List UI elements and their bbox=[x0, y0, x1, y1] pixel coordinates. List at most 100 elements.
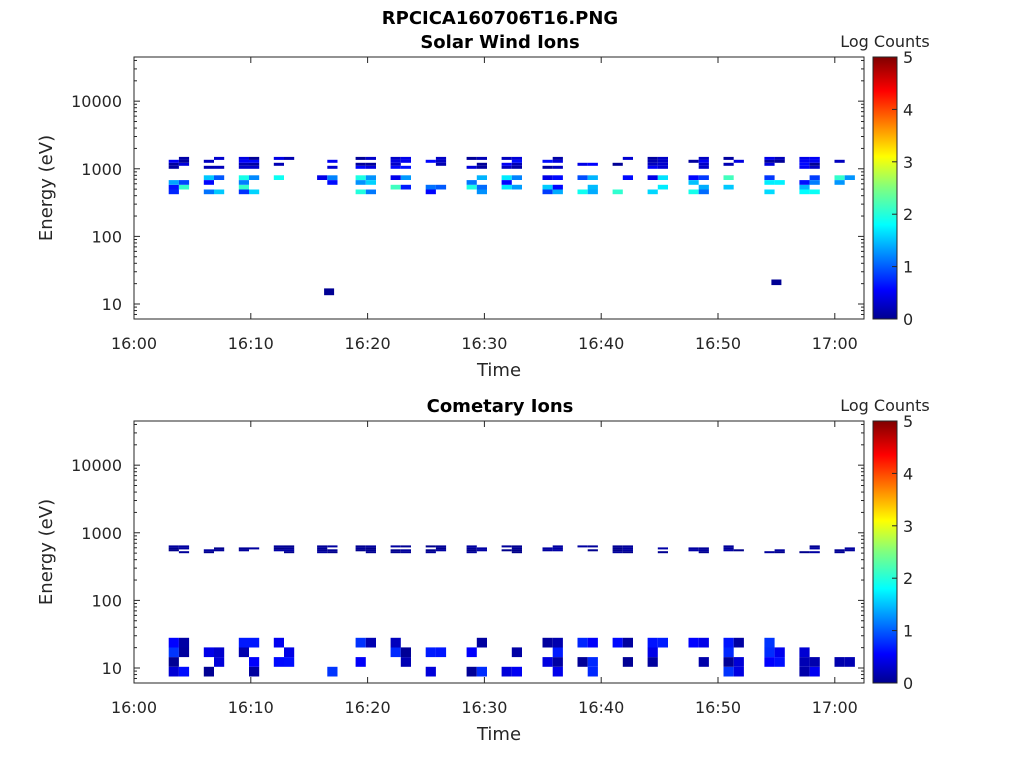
spectrogram-cell bbox=[733, 159, 744, 163]
spectrogram-cell bbox=[249, 666, 260, 677]
spectrogram-cell bbox=[552, 549, 563, 552]
spectrogram-cell bbox=[284, 545, 295, 548]
spectrogram-cell bbox=[203, 189, 214, 195]
spectrogram-cell bbox=[273, 156, 284, 160]
spectrogram-cell bbox=[511, 551, 522, 554]
spectrogram-cell bbox=[476, 666, 487, 677]
spectrogram-cell bbox=[203, 159, 214, 163]
spectrogram-cell bbox=[809, 657, 820, 667]
panel-title: Solar Wind Ions bbox=[420, 32, 579, 53]
spectrogram-cell bbox=[809, 162, 820, 166]
colorbar bbox=[872, 56, 898, 320]
spectrogram-cell bbox=[466, 547, 477, 550]
x-tick-label: 16:20 bbox=[345, 334, 391, 353]
spectrogram-cell bbox=[327, 551, 338, 554]
spectrogram-cell bbox=[764, 180, 775, 185]
colorbar-ticks: 0 1 2 3 4 5 bbox=[892, 412, 913, 693]
spectrogram-cell bbox=[552, 637, 563, 648]
spectrogram-cell bbox=[647, 647, 658, 658]
spectrogram-cell bbox=[657, 551, 668, 554]
spectrogram-cell bbox=[168, 666, 179, 677]
spectrogram-cell bbox=[657, 165, 668, 169]
colorbar bbox=[872, 420, 898, 684]
spectrogram-cell bbox=[425, 666, 436, 677]
spectrogram-cell bbox=[764, 156, 775, 160]
spectrogram-cell bbox=[774, 156, 785, 160]
spectrogram-cell bbox=[476, 189, 487, 195]
spectrogram-cell bbox=[178, 156, 190, 160]
spectrogram-cell bbox=[698, 156, 709, 160]
spectrogram-cell bbox=[476, 165, 487, 169]
spectrogram-cell bbox=[723, 666, 734, 677]
spectrogram-cell bbox=[238, 162, 249, 166]
spectrogram-cell bbox=[425, 545, 436, 548]
colorbar-tick-label: 3 bbox=[903, 517, 913, 536]
spectrogram-cell bbox=[214, 657, 225, 667]
spectrogram-cell bbox=[511, 162, 522, 166]
spectrogram-cell bbox=[834, 657, 845, 667]
spectrogram-cell bbox=[476, 175, 487, 180]
spectrogram-cell bbox=[501, 545, 512, 548]
spectrogram-cell bbox=[284, 551, 295, 554]
spectrogram-cell bbox=[476, 162, 487, 166]
spectrogram-cell bbox=[733, 637, 744, 648]
spectrogram-cell bbox=[809, 159, 820, 163]
spectrogram-cell bbox=[466, 184, 477, 190]
spectrogram-cell bbox=[365, 165, 376, 169]
spectrogram-cell bbox=[809, 189, 820, 195]
spectrogram-cell bbox=[501, 666, 512, 677]
spectrogram-cell bbox=[284, 647, 295, 658]
spectrogram-cell bbox=[425, 551, 436, 554]
y-tick-label: 10000 bbox=[71, 92, 122, 111]
spectrogram-cell bbox=[476, 184, 487, 190]
spectrogram-cell bbox=[688, 180, 699, 185]
spectrogram-cell bbox=[774, 159, 785, 163]
spectrogram-cell bbox=[622, 175, 633, 180]
spectrogram-cell bbox=[214, 175, 225, 180]
spectrogram-cell bbox=[355, 156, 366, 160]
spectrogram-cell bbox=[698, 551, 709, 554]
spectrogram-cell bbox=[577, 175, 588, 180]
spectrogram-cell bbox=[809, 666, 820, 677]
y-tick-label: 10000 bbox=[71, 456, 122, 475]
x-tick-label: 16:30 bbox=[461, 698, 507, 717]
spectrogram-cell bbox=[273, 175, 284, 180]
spectrogram-cell bbox=[577, 189, 588, 195]
spectrogram-cell bbox=[476, 637, 487, 648]
spectrogram-cell bbox=[834, 549, 845, 552]
spectrogram-cell bbox=[203, 549, 214, 552]
spectrogram-cell bbox=[698, 165, 709, 169]
spectrogram-cell bbox=[612, 189, 623, 195]
spectrogram-cell bbox=[168, 647, 179, 658]
spectrogram-cell bbox=[249, 657, 260, 667]
spectrogram-cell bbox=[723, 175, 734, 180]
spectrogram-cell bbox=[327, 545, 338, 548]
panel-solar-wind: Solar Wind Ions 16:00 16:10 16:20 16:30 16:4… bbox=[36, 32, 930, 381]
spectrogram-cell bbox=[466, 180, 477, 185]
spectrogram-cell bbox=[552, 647, 563, 658]
spectrogram-cell bbox=[466, 165, 477, 169]
spectrogram-cell bbox=[577, 637, 588, 648]
spectrogram-cell bbox=[834, 175, 845, 180]
spectrogram-cell bbox=[612, 551, 623, 554]
spectrogram-cell bbox=[355, 549, 366, 552]
spectrogram-cell bbox=[698, 547, 709, 550]
spectrogram-cell bbox=[688, 547, 699, 550]
spectrogram-cell bbox=[273, 657, 284, 667]
spectrogram-cell bbox=[355, 189, 366, 195]
colorbar-tick-label: 4 bbox=[903, 464, 913, 483]
spectrogram-cell bbox=[365, 156, 376, 160]
spectrogram-cell bbox=[688, 175, 699, 180]
spectrogram-cell bbox=[168, 184, 179, 190]
spectrogram-cell bbox=[799, 189, 810, 195]
spectrogram-cell bbox=[612, 545, 623, 548]
spectrogram-cell bbox=[774, 647, 785, 658]
spectrogram-cell bbox=[284, 549, 295, 552]
spectrogram-cell bbox=[365, 551, 376, 554]
spectrogram-cell bbox=[774, 551, 785, 554]
spectrogram-cell bbox=[552, 165, 563, 169]
tick-labels: 16:00 16:10 16:20 16:30 16:40 16:50 17:00 10 100… bbox=[71, 92, 858, 353]
spectrogram-cell bbox=[647, 657, 658, 667]
spectrogram-cell bbox=[178, 180, 190, 185]
spectrogram-cell bbox=[809, 547, 820, 550]
